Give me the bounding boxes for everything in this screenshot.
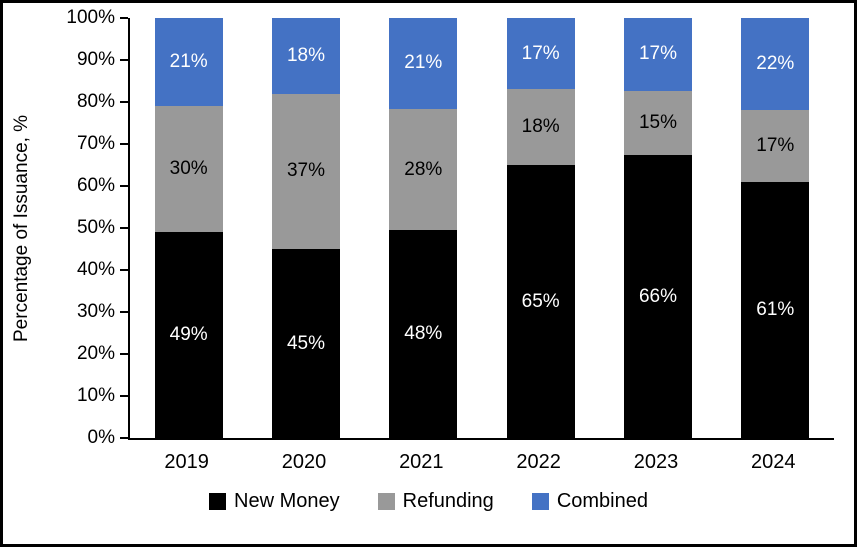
x-category-label: 2021: [399, 451, 444, 473]
bar-slot-2024: 61% 17% 22%: [717, 18, 834, 438]
bar-segment-label: 17%: [756, 135, 795, 157]
bar-segment-label: 45%: [286, 332, 325, 354]
plot-area: 49% 30% 21% 45% 37% 18% 48% 28% 21% 65% 18% 17% 66% 1…: [120, 17, 834, 440]
y-tick-label: 30%: [76, 301, 115, 322]
y-tick-label: 20%: [76, 343, 115, 364]
y-tick-mark: [120, 59, 128, 61]
bar-segment-label: 21%: [169, 51, 208, 73]
bar-segment: 28%: [389, 108, 458, 231]
bar-segment-label: 37%: [286, 160, 325, 182]
y-tick-label: 80%: [76, 91, 115, 112]
bar-slot-2023: 66% 15% 17%: [599, 18, 716, 438]
bar-segment: 17%: [506, 18, 575, 90]
bar-segment: 49%: [154, 232, 223, 438]
y-tick-label: 50%: [76, 217, 115, 238]
bar-slot-2020: 45% 37% 18%: [247, 18, 364, 438]
bar-segment-label: 17%: [521, 42, 560, 64]
y-tick-mark: [120, 143, 128, 145]
legend-label: Refunding: [402, 490, 494, 512]
bar-segment: 17%: [741, 110, 810, 182]
y-tick-mark: [120, 353, 128, 355]
bar-segment-label: 30%: [169, 158, 208, 180]
y-tick-label: 100%: [66, 7, 115, 28]
y-tick-label: 10%: [76, 385, 115, 406]
bar-slot-2022: 65% 18% 17%: [482, 18, 599, 438]
y-tick-mark: [120, 101, 128, 103]
bar-segment-label: 48%: [404, 323, 443, 345]
y-tick-label: 0%: [87, 427, 115, 448]
bar-segment-label: 22%: [756, 53, 795, 75]
bar-segment: 17%: [623, 18, 692, 91]
bar-segment-label: 65%: [521, 290, 560, 312]
x-category-label: 2022: [516, 451, 561, 473]
bar-segment: 45%: [271, 249, 340, 438]
legend-swatch-icon: [377, 493, 395, 510]
y-tick-label: 90%: [76, 49, 115, 70]
stacked-bar-2020: 45% 37% 18%: [271, 18, 340, 438]
bar-segment-label: 21%: [404, 52, 443, 74]
y-axis-tick-labels: 0% 10% 20% 30% 40% 50% 60% 70% 80% 90% 100%: [3, 8, 115, 448]
bar-segment: 18%: [271, 18, 340, 94]
bar-segment: 15%: [623, 90, 692, 156]
bar-segment-label: 18%: [521, 116, 560, 138]
bar-segment: 21%: [389, 18, 458, 109]
x-category-label: 2019: [164, 451, 209, 473]
bar-segment: 18%: [506, 89, 575, 165]
y-tick-mark: [120, 395, 128, 397]
bar-segment: 30%: [154, 106, 223, 233]
y-tick-mark: [120, 17, 128, 19]
x-category-label: 2023: [633, 451, 679, 473]
bar-slot-2021: 48% 28% 21%: [365, 18, 482, 438]
stacked-bar-2019: 49% 30% 21%: [154, 18, 223, 438]
y-tick-mark: [120, 269, 128, 271]
y-tick-mark: [120, 185, 128, 187]
legend-swatch-icon: [209, 493, 227, 510]
bar-segment-label: 15%: [638, 112, 677, 134]
bar-segment: 48%: [389, 230, 458, 438]
bar-segment: 37%: [271, 93, 340, 249]
chart-legend: New Money Refunding Combined: [3, 490, 854, 513]
bar-segment-label: 66%: [638, 285, 677, 307]
legend-label: New Money: [234, 490, 340, 512]
y-tick-mark: [120, 437, 128, 439]
stacked-bar-2021: 48% 28% 21%: [389, 18, 458, 438]
bar-segment-label: 18%: [286, 44, 325, 66]
bar-segment: 66%: [623, 155, 692, 438]
y-tick-mark: [120, 227, 128, 229]
y-tick-mark: [120, 311, 128, 313]
bar-segment-label: 28%: [404, 158, 443, 180]
bar-segment: 21%: [154, 18, 223, 107]
legend-swatch-icon: [531, 493, 549, 510]
y-tick-label: 40%: [76, 259, 115, 280]
bar-segment: 61%: [741, 181, 810, 438]
y-tick-label: 60%: [76, 175, 115, 196]
stacked-bar-2022: 65% 18% 17%: [506, 18, 575, 438]
legend-item-combined: Combined: [531, 490, 648, 513]
x-category-label: 2020: [281, 451, 327, 473]
bar-segment-label: 49%: [169, 324, 208, 346]
legend-item-refunding: Refunding: [377, 490, 494, 513]
y-tick-label: 70%: [76, 133, 115, 154]
legend-item-new-money: New Money: [209, 490, 340, 513]
stacked-bar-2023: 66% 15% 17%: [623, 18, 692, 438]
bar-segment-label: 61%: [756, 298, 795, 320]
bar-slot-2019: 49% 30% 21%: [130, 18, 247, 438]
legend-label: Combined: [556, 490, 648, 512]
x-axis-category-labels: 2019 2020 2021 2022 2023 2024: [128, 449, 832, 475]
stacked-bar-2024: 61% 17% 22%: [741, 18, 810, 438]
bar-segment: 22%: [741, 18, 810, 111]
bar-segment: 65%: [506, 165, 575, 438]
x-category-label: 2024: [751, 451, 796, 473]
bar-segment-label: 17%: [638, 43, 677, 65]
